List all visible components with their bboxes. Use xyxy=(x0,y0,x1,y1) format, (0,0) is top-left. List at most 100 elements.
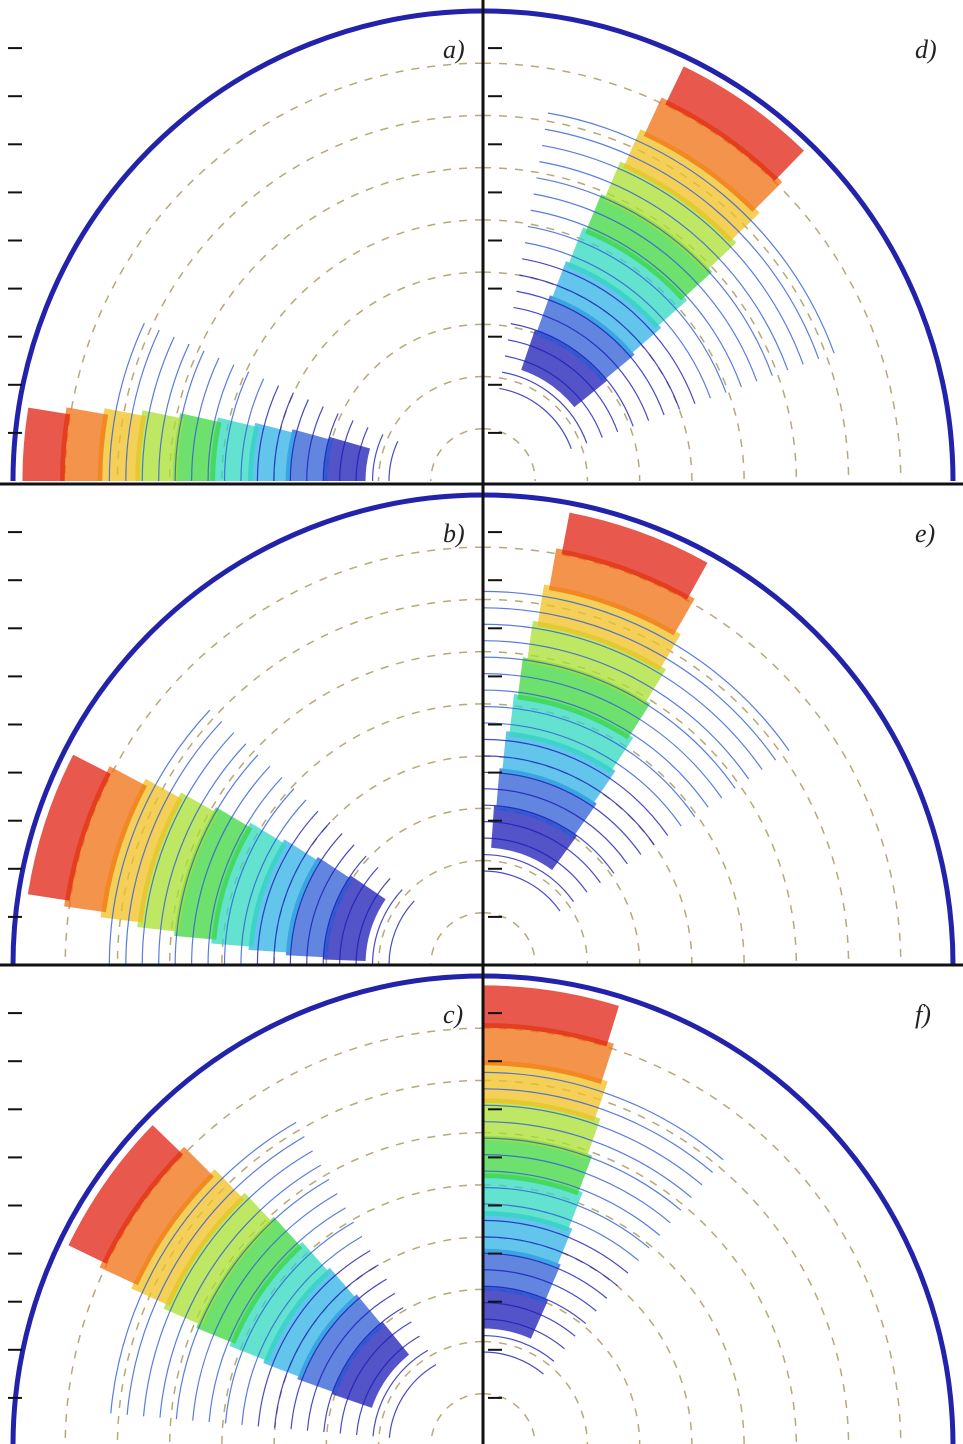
contour-line xyxy=(504,355,603,438)
contour-line xyxy=(191,765,271,965)
contour-band xyxy=(297,1294,384,1394)
guide-arc xyxy=(483,1393,536,1444)
panel-a xyxy=(8,8,483,481)
contour-line xyxy=(322,855,367,965)
contour-line xyxy=(519,274,681,410)
contour-band xyxy=(491,805,578,870)
contour-line xyxy=(141,336,175,481)
contour-line xyxy=(483,870,561,912)
contour-line xyxy=(290,1278,387,1430)
shock-front-arc xyxy=(483,492,956,965)
panel-label-f: f) xyxy=(915,1000,931,1029)
labels-layer: a) d) b) e) c) f) xyxy=(443,35,937,1029)
panel-f xyxy=(483,973,956,1444)
contour-line xyxy=(483,1170,661,1236)
contour-line xyxy=(483,1285,587,1325)
contour-line xyxy=(483,788,628,865)
contour-line xyxy=(371,889,403,965)
contour-line xyxy=(483,1351,544,1375)
contour-line xyxy=(388,441,399,481)
contour-line xyxy=(513,306,650,421)
contour-line xyxy=(207,777,283,965)
guide-arc xyxy=(377,375,483,481)
contour-line xyxy=(322,413,339,481)
shock-front-arc xyxy=(483,973,956,1444)
contour-line xyxy=(174,350,205,481)
contour-line xyxy=(539,161,789,371)
contour-band xyxy=(22,407,71,481)
contour-line xyxy=(240,799,307,965)
panel-label-d: d) xyxy=(915,35,937,64)
contour-band xyxy=(526,620,666,706)
contour-line xyxy=(125,720,223,965)
contour-line xyxy=(483,689,709,808)
contour-line xyxy=(483,1219,629,1274)
guide-arc xyxy=(168,166,483,481)
contour-line xyxy=(339,420,354,481)
contour-band xyxy=(567,227,688,329)
contour-line xyxy=(355,1335,420,1435)
contour-line xyxy=(191,357,220,481)
contour-line xyxy=(192,1193,338,1421)
contour-line xyxy=(483,1236,618,1287)
contour-line xyxy=(483,1154,671,1224)
guide-arc xyxy=(483,650,798,965)
contour-band xyxy=(229,1241,331,1362)
guide-arc xyxy=(273,271,483,481)
guide-arc xyxy=(273,755,483,965)
contour-line xyxy=(483,1203,639,1262)
contour-line xyxy=(483,1269,597,1312)
panel-label-a: a) xyxy=(443,35,465,64)
contour-line xyxy=(483,1334,555,1362)
contour-line xyxy=(388,900,415,965)
panel-e xyxy=(483,492,956,965)
contour-line xyxy=(483,1186,650,1249)
contour-line xyxy=(483,623,763,770)
contour-band xyxy=(496,768,597,839)
guide-arc xyxy=(64,62,483,481)
contour-line xyxy=(533,193,758,382)
contour-line xyxy=(483,771,642,855)
contour-line xyxy=(273,821,331,965)
contour-band xyxy=(172,413,222,481)
guide-arc xyxy=(116,1079,483,1444)
contour-line xyxy=(483,1071,724,1161)
contour-line xyxy=(339,1321,412,1434)
contour-band xyxy=(263,1267,358,1378)
contour-line xyxy=(483,1088,713,1173)
contour-line xyxy=(371,434,384,481)
contour-line xyxy=(241,1235,363,1425)
guide-arc xyxy=(325,1288,483,1444)
contour-line xyxy=(223,788,295,965)
contour-line xyxy=(174,754,259,965)
panel-label-b: b) xyxy=(443,519,465,548)
panel-label-e: e) xyxy=(915,519,935,548)
guide-arc xyxy=(483,114,850,481)
contour-line xyxy=(142,1150,313,1417)
contour-band xyxy=(64,766,147,913)
contour-line xyxy=(516,290,665,416)
contour-line xyxy=(483,804,615,874)
contour-line xyxy=(388,1364,437,1438)
guide-arc xyxy=(483,428,536,481)
contour-band xyxy=(248,839,321,953)
contour-line xyxy=(507,339,619,433)
guide-arc xyxy=(430,428,483,481)
contour-line xyxy=(223,371,250,481)
guide-arc xyxy=(64,546,483,965)
contour-line xyxy=(483,590,790,752)
guide-arc xyxy=(377,1340,483,1444)
contour-line xyxy=(483,656,736,789)
guide-arc xyxy=(483,1340,589,1444)
contour-band xyxy=(502,731,616,806)
contour-line xyxy=(159,1164,322,1418)
contour-line xyxy=(483,705,696,818)
contour-line xyxy=(256,385,280,481)
contour-band xyxy=(643,97,783,212)
contour-band xyxy=(174,807,253,940)
shock-front-arc xyxy=(483,8,956,481)
guide-arc xyxy=(483,375,589,481)
shock-front-arc xyxy=(10,973,483,1444)
contour-line xyxy=(224,1221,355,1424)
guide-arc xyxy=(430,1393,483,1444)
